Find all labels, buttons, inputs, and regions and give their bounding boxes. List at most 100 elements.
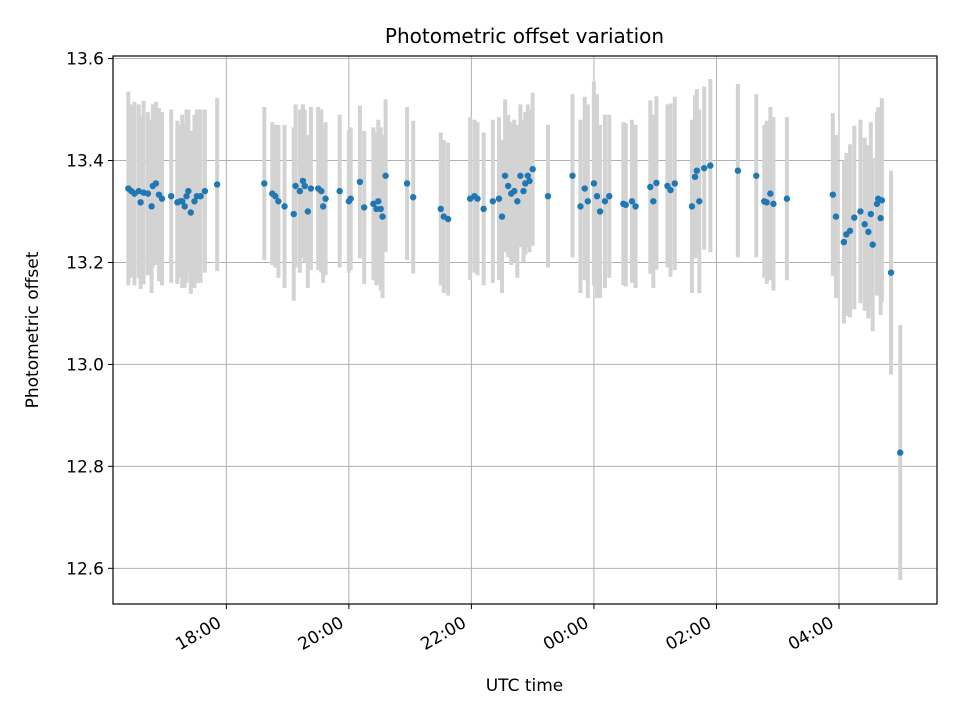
data-point	[878, 197, 886, 204]
data-point	[148, 203, 155, 210]
x-tick-label: 22:00	[417, 613, 469, 655]
data-point	[318, 187, 325, 195]
data-point	[601, 198, 609, 205]
data-point	[201, 187, 209, 195]
data-point	[693, 167, 701, 174]
data-point	[489, 198, 497, 205]
data-point	[382, 172, 389, 179]
data-point	[524, 172, 531, 179]
data-point	[498, 213, 506, 220]
data-point	[707, 162, 714, 169]
data-point	[593, 192, 601, 200]
data-point	[865, 228, 872, 236]
data-point	[158, 195, 166, 202]
x-tick-label: 00:00	[540, 613, 592, 655]
x-tick-label: 18:00	[172, 613, 224, 655]
data-point	[474, 195, 481, 202]
data-point	[647, 183, 654, 191]
data-point	[873, 200, 881, 208]
data-point	[152, 180, 160, 187]
x-axis-ticks: 18:00 20:00 22:00 00:00 02:00 04:00	[172, 604, 840, 655]
data-point	[377, 205, 384, 213]
data-point	[135, 187, 142, 195]
x-axis-title: UTC time	[486, 676, 564, 696]
data-point	[691, 173, 699, 181]
data-point	[370, 200, 377, 208]
data-point	[501, 172, 509, 179]
data-point	[653, 179, 660, 187]
data-point	[322, 195, 329, 202]
data-point	[846, 227, 854, 235]
data-point	[375, 198, 382, 205]
data-point	[544, 192, 552, 200]
data-point	[347, 195, 354, 202]
data-point	[213, 181, 221, 188]
data-point	[596, 208, 604, 215]
data-point	[336, 187, 343, 195]
data-point	[360, 204, 368, 211]
data-point	[887, 269, 895, 276]
chart-title: Photometric offset variation	[385, 24, 664, 48]
data-point	[857, 208, 864, 215]
data-point	[437, 205, 444, 213]
data-point	[511, 187, 518, 195]
y-tick-label: 13.2	[66, 253, 104, 273]
data-point	[897, 449, 904, 456]
data-point	[840, 238, 848, 246]
data-point	[179, 198, 186, 205]
y-tick-label: 13.0	[66, 355, 104, 375]
data-point	[181, 203, 188, 210]
data-point	[480, 205, 487, 213]
data-point	[299, 177, 307, 185]
data-point	[590, 180, 598, 187]
data-point	[526, 177, 533, 185]
data-point	[301, 182, 308, 190]
data-point	[696, 198, 703, 205]
data-point	[632, 203, 639, 210]
data-point	[296, 187, 304, 195]
data-point	[569, 172, 576, 179]
data-point	[281, 203, 288, 210]
y-axis-ticks: 12.6 12.8 13.0 13.2 13.4 13.6	[66, 50, 113, 579]
data-point	[514, 198, 521, 205]
data-point	[144, 190, 152, 197]
y-tick-label: 12.8	[66, 457, 104, 477]
data-point	[688, 203, 696, 210]
data-point	[168, 192, 175, 200]
data-point	[753, 172, 760, 179]
data-point	[356, 178, 364, 186]
data-point	[877, 214, 884, 222]
data-point	[832, 213, 840, 220]
y-tick-label: 13.4	[66, 152, 104, 172]
data-point	[869, 241, 876, 248]
data-point	[667, 186, 674, 194]
data-point	[292, 182, 299, 190]
data-point	[183, 192, 190, 200]
data-point	[379, 213, 386, 220]
y-tick-label: 12.6	[66, 559, 104, 579]
data-point	[577, 203, 584, 210]
data-point	[763, 199, 770, 206]
data-point	[581, 185, 588, 192]
data-point	[829, 191, 837, 198]
data-point	[272, 192, 279, 200]
data-point	[261, 180, 268, 187]
x-tick-label: 20:00	[295, 613, 347, 655]
data-points	[125, 162, 904, 456]
data-point	[495, 195, 503, 202]
data-point	[137, 199, 144, 206]
data-point	[304, 208, 312, 215]
data-point	[185, 187, 192, 195]
data-point	[191, 198, 198, 205]
data-point	[671, 180, 678, 187]
error-bars	[126, 78, 903, 581]
data-point	[867, 210, 875, 218]
data-point	[851, 214, 858, 221]
data-point	[403, 180, 411, 187]
x-tick-label: 02:00	[663, 613, 715, 655]
data-point	[700, 164, 708, 172]
data-point	[770, 200, 777, 208]
data-point	[290, 210, 297, 218]
